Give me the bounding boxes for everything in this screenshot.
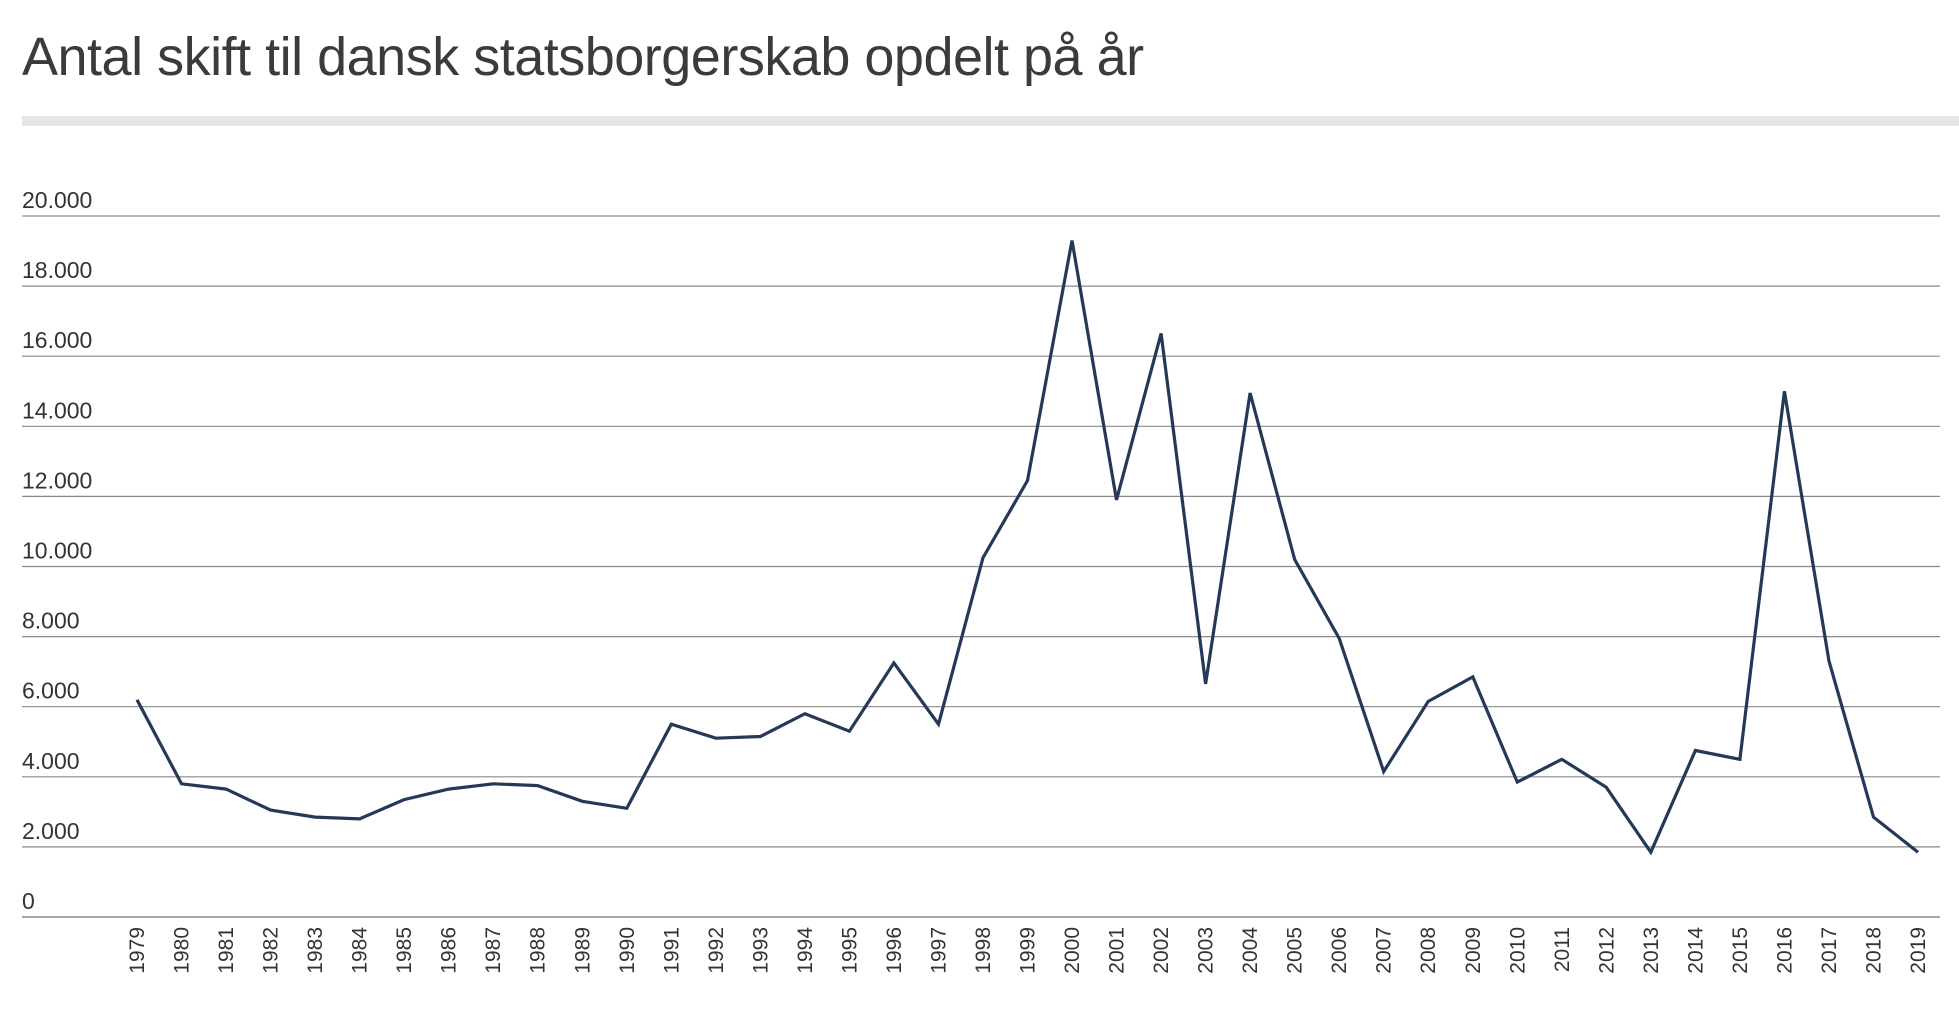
- x-tick-label: 1980: [171, 927, 194, 974]
- y-tick-label: 18.000: [22, 257, 92, 283]
- x-tick-label: 2008: [1417, 927, 1440, 974]
- x-tick-label: 2007: [1373, 927, 1396, 974]
- x-tick-label: 2004: [1239, 927, 1262, 974]
- x-tick-label: 2011: [1551, 927, 1574, 972]
- x-tick-label: 1991: [660, 927, 683, 974]
- x-tick-label: 2014: [1684, 927, 1707, 974]
- y-tick-label: 6.000: [22, 678, 80, 704]
- x-tick-label: 1986: [438, 927, 461, 974]
- y-tick-label: 12.000: [22, 467, 92, 493]
- x-tick-label: 1993: [749, 927, 772, 974]
- data-series: [135, 240, 1919, 856]
- y-tick-label: 20.000: [22, 187, 92, 213]
- y-tick-label: 16.000: [22, 327, 92, 353]
- y-tick-label: 8.000: [22, 608, 80, 634]
- x-tick-label: 1996: [883, 927, 906, 974]
- x-tick-label: 1995: [838, 927, 861, 974]
- x-tick-label: 2018: [1862, 927, 1885, 974]
- x-tick-label: 1984: [349, 927, 372, 974]
- y-tick-label: 2.000: [22, 818, 80, 844]
- x-tick-label: 2000: [1061, 927, 1084, 974]
- x-tick-label: 2010: [1506, 927, 1529, 974]
- x-tick-label: 2002: [1150, 927, 1173, 974]
- x-tick-label: 2005: [1284, 927, 1307, 974]
- y-axis-tick-labels: 0 2.000 4.000 6.000 8.000 10.000 12.000 14.000 1…: [22, 187, 92, 914]
- title-divider: [22, 116, 1959, 126]
- x-tick-label: 1999: [1017, 927, 1040, 974]
- x-axis-tick-labels: 1979 1980 1981 1982 1983 1984 1985 1986 1987 1988…: [126, 927, 1930, 974]
- page-title: Antal skift til dansk statsborgerskab op…: [22, 27, 1144, 87]
- x-tick-label: 1992: [705, 927, 728, 974]
- x-tick-label: 1994: [794, 927, 817, 974]
- x-tick-label: 2012: [1595, 927, 1618, 974]
- x-tick-label: 2006: [1328, 927, 1351, 974]
- x-tick-label: 2001: [1106, 927, 1129, 974]
- x-tick-label: 1997: [927, 927, 950, 974]
- x-tick-label: 1983: [304, 927, 327, 974]
- x-tick-label: 2016: [1773, 927, 1796, 974]
- y-tick-label: 14.000: [22, 397, 92, 423]
- y-tick-label: 4.000: [22, 748, 80, 774]
- x-tick-label: 2019: [1907, 927, 1930, 974]
- x-tick-label: 1985: [393, 927, 416, 974]
- x-tick-label: 1979: [126, 927, 149, 974]
- y-tick-label: 0: [22, 888, 35, 914]
- x-tick-label: 1988: [527, 927, 550, 974]
- series-line: [135, 240, 1919, 856]
- x-tick-label: 2015: [1729, 927, 1752, 974]
- x-tick-label: 1990: [616, 927, 639, 974]
- x-tick-label: 1989: [571, 927, 594, 974]
- x-tick-label: 1981: [215, 927, 238, 974]
- y-tick-label: 10.000: [22, 538, 92, 564]
- x-tick-label: 2017: [1818, 927, 1841, 974]
- x-tick-label: 2003: [1195, 927, 1218, 974]
- x-tick-label: 1998: [972, 927, 995, 974]
- gridlines: [22, 215, 1940, 918]
- x-tick-label: 1987: [482, 927, 505, 974]
- x-tick-label: 2009: [1462, 927, 1485, 974]
- x-tick-label: 2013: [1640, 927, 1663, 974]
- x-tick-label: 1982: [260, 927, 283, 974]
